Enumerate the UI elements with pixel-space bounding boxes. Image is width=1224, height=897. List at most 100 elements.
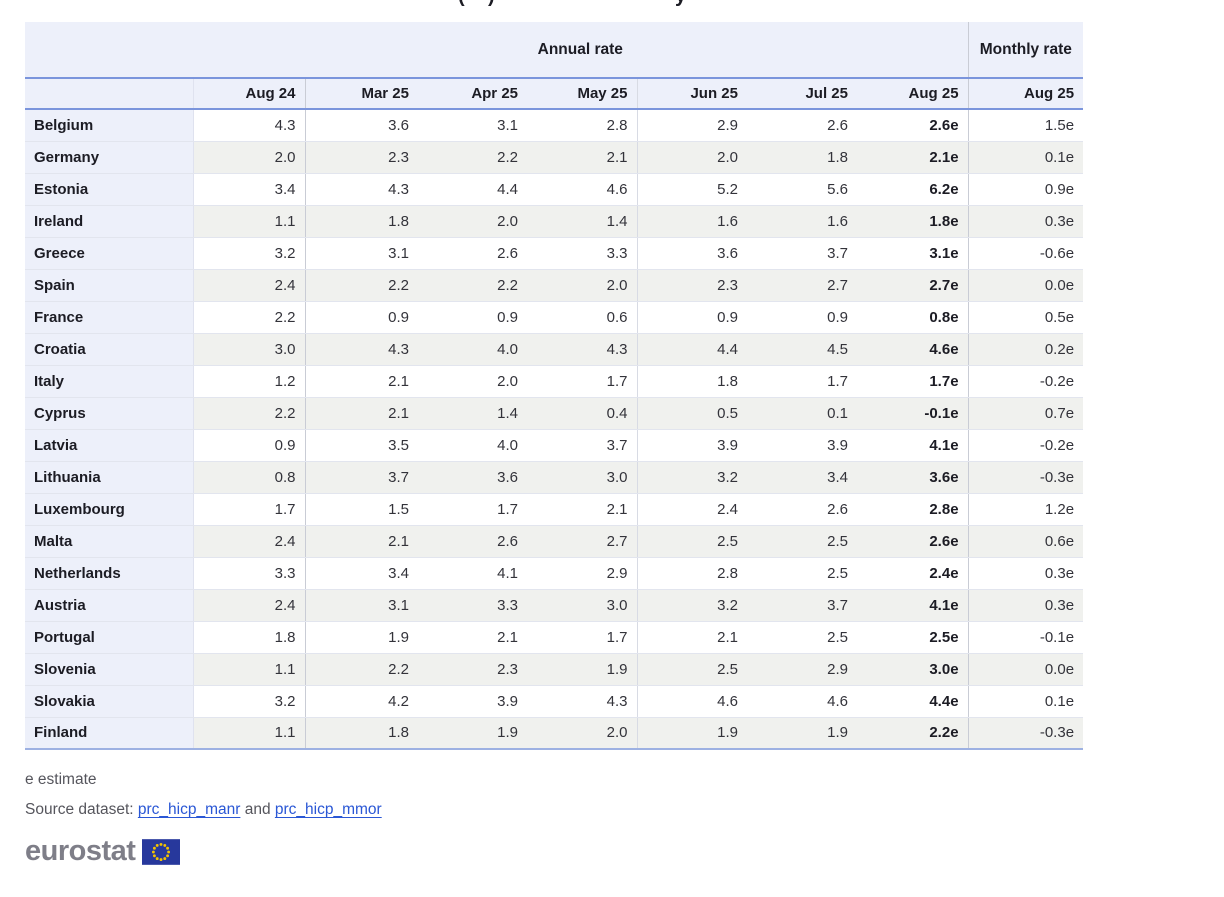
value-cell: 2.2: [305, 269, 418, 302]
table-row: Lithuania 0.8 3.7 3.6 3.0 3.2 3.4 3.6e -0.3e: [25, 461, 1084, 494]
value-cell: 3.9: [418, 685, 527, 718]
value-cell: 1.4: [527, 205, 638, 238]
value-cell: 4.1e: [857, 589, 969, 622]
value-cell: 1.7: [527, 365, 638, 398]
value-cell: 2.4: [193, 525, 306, 558]
table-row: Luxembourg 1.7 1.5 1.7 2.1 2.4 2.6 2.8e 1.2e: [25, 493, 1084, 526]
value-cell: 2.9: [747, 653, 857, 686]
value-cell: -0.2e: [968, 429, 1084, 462]
value-cell: 0.4: [527, 397, 638, 430]
value-cell: 0.5e: [968, 301, 1084, 334]
value-cell: 1.9: [637, 717, 747, 750]
value-cell: 1.5: [305, 493, 418, 526]
value-cell: 0.9: [637, 301, 747, 334]
value-cell: 1.8e: [857, 205, 969, 238]
value-cell: 3.5: [305, 429, 418, 462]
value-cell: 0.3e: [968, 557, 1084, 590]
col-header: Apr 25: [418, 78, 527, 110]
value-cell: 2.0: [418, 365, 527, 398]
value-cell: 1.8: [305, 205, 418, 238]
value-cell: 0.9e: [968, 173, 1084, 206]
value-cell: 0.9: [747, 301, 857, 334]
col-header: Aug 24: [193, 78, 306, 110]
value-cell: 3.6: [305, 109, 418, 142]
value-cell: 2.2: [193, 397, 306, 430]
group-header-spacer: [25, 22, 193, 79]
country-cell: Ireland: [25, 205, 194, 238]
value-cell: 3.1e: [857, 237, 969, 270]
country-cell: Estonia: [25, 173, 194, 206]
value-cell: -0.1e: [857, 397, 969, 430]
table-row: Netherlands 3.3 3.4 4.1 2.9 2.8 2.5 2.4e 0.3e: [25, 557, 1084, 590]
country-cell: Croatia: [25, 333, 194, 366]
value-cell: 0.8: [193, 461, 306, 494]
value-cell: 2.0: [527, 717, 638, 750]
value-cell: 2.1: [305, 365, 418, 398]
value-cell: 6.2e: [857, 173, 969, 206]
value-cell: -0.1e: [968, 621, 1084, 654]
value-cell: 2.1: [305, 525, 418, 558]
source-conjunction: and: [240, 801, 275, 818]
table-row: Belgium 4.3 3.6 3.1 2.8 2.9 2.6 2.6e 1.5e: [25, 109, 1084, 142]
value-cell: 1.7: [747, 365, 857, 398]
estimate-footnote: e estimate: [25, 771, 97, 788]
eurostat-logo-text: eurostat: [25, 835, 136, 867]
value-cell: 2.1e: [857, 141, 969, 174]
value-cell: 2.2: [418, 141, 527, 174]
value-cell: 2.6e: [857, 525, 969, 558]
col-header-country: [25, 78, 194, 110]
value-cell: 1.8: [193, 621, 306, 654]
country-cell: Slovenia: [25, 653, 194, 686]
column-header-row: Aug 24 Mar 25 Apr 25 May 25 Jun 25 Jul 2…: [25, 78, 1084, 110]
group-header-monthly: Monthly rate: [967, 22, 1084, 79]
value-cell: 2.0: [418, 205, 527, 238]
value-cell: 2.5: [747, 525, 857, 558]
value-cell: 4.0: [418, 429, 527, 462]
col-header: Jun 25: [637, 78, 747, 110]
value-cell: 2.8: [527, 109, 638, 142]
value-cell: 3.1: [418, 109, 527, 142]
table-row: Latvia 0.9 3.5 4.0 3.7 3.9 3.9 4.1e -0.2e: [25, 429, 1084, 462]
table-row: Croatia 3.0 4.3 4.0 4.3 4.4 4.5 4.6e 0.2e: [25, 333, 1084, 366]
value-cell: 1.6: [637, 205, 747, 238]
value-cell: 3.9: [637, 429, 747, 462]
value-cell: 4.4: [637, 333, 747, 366]
group-header-annual: Annual rate: [193, 22, 969, 79]
table-row: France 2.2 0.9 0.9 0.6 0.9 0.9 0.8e 0.5e: [25, 301, 1084, 334]
value-cell: 3.0: [527, 589, 638, 622]
value-cell: 3.2: [637, 589, 747, 622]
value-cell: 2.5: [747, 557, 857, 590]
value-cell: 2.2e: [857, 717, 969, 750]
table-row: Slovenia 1.1 2.2 2.3 1.9 2.5 2.9 3.0e 0.0e: [25, 653, 1084, 686]
value-cell: 2.9: [637, 109, 747, 142]
value-cell: 2.8: [637, 557, 747, 590]
group-header-row: Annual rate Monthly rate: [25, 22, 1084, 79]
value-cell: 2.5: [637, 653, 747, 686]
value-cell: -0.2e: [968, 365, 1084, 398]
value-cell: 3.4: [305, 557, 418, 590]
value-cell: 1.8: [637, 365, 747, 398]
value-cell: 1.9: [747, 717, 857, 750]
value-cell: 1.5e: [968, 109, 1084, 142]
table-row: Finland 1.1 1.8 1.9 2.0 1.9 1.9 2.2e -0.3e: [25, 717, 1084, 750]
table-row: Portugal 1.8 1.9 2.1 1.7 2.1 2.5 2.5e -0.1e: [25, 621, 1084, 654]
value-cell: 3.3: [193, 557, 306, 590]
hicp-table: Annual rate Monthly rate Aug 24 Mar 25 A…: [25, 22, 1084, 750]
value-cell: 4.6: [527, 173, 638, 206]
value-cell: 0.3e: [968, 205, 1084, 238]
value-cell: 3.7: [527, 429, 638, 462]
source-link-prc-hicp-mmor[interactable]: prc_hicp_mmor: [274, 801, 382, 818]
value-cell: 2.3: [418, 653, 527, 686]
value-cell: 5.6: [747, 173, 857, 206]
value-cell: 2.1: [637, 621, 747, 654]
value-cell: 3.3: [418, 589, 527, 622]
value-cell: 3.1: [305, 237, 418, 270]
value-cell: 4.1e: [857, 429, 969, 462]
value-cell: 4.3: [305, 173, 418, 206]
col-header: May 25: [527, 78, 638, 110]
table-row: Malta 2.4 2.1 2.6 2.7 2.5 2.5 2.6e 0.6e: [25, 525, 1084, 558]
value-cell: 2.6e: [857, 109, 969, 142]
country-cell: Greece: [25, 237, 194, 270]
source-link-prc-hicp-manr[interactable]: prc_hicp_manr: [137, 801, 241, 818]
value-cell: 1.8: [747, 141, 857, 174]
